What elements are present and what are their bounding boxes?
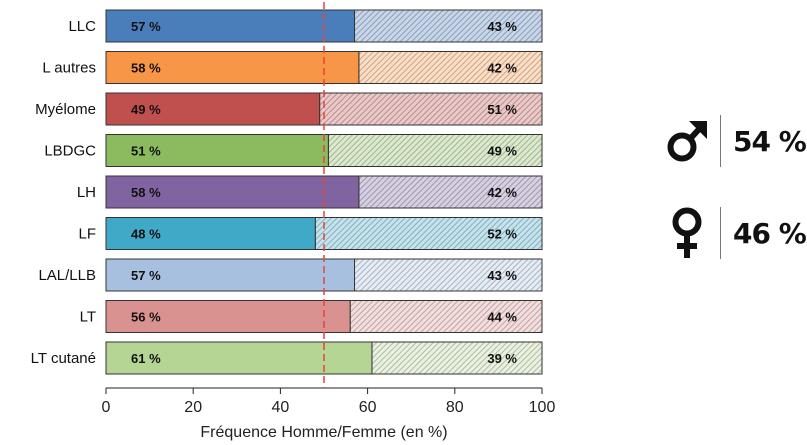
x-axis: 0 20 40 60 80 100 xyxy=(102,387,556,416)
legend-female: 46 % xyxy=(664,206,807,260)
x-tick-label: 60 xyxy=(359,399,377,416)
bar-hatch-overlay xyxy=(354,10,542,42)
data-label-female: 44 % xyxy=(487,310,517,325)
x-tick-label: 80 xyxy=(446,399,464,416)
legend-separator xyxy=(720,207,721,259)
data-label-male: 48 % xyxy=(131,227,161,242)
category-label: LBDGC xyxy=(44,143,96,160)
bar-hatch-overlay xyxy=(328,134,542,167)
category-label: LT cutané xyxy=(31,350,96,367)
category-label: LLC xyxy=(68,18,96,35)
bar-hatch-overlay xyxy=(354,259,542,291)
bar-segment-male xyxy=(105,341,373,375)
bar-segment-male xyxy=(105,51,360,84)
data-label-female: 51 % xyxy=(487,102,517,117)
bar-hatch-overlay xyxy=(315,217,542,250)
data-label-male: 58 % xyxy=(131,185,161,200)
bar-segment-male xyxy=(105,9,356,43)
data-label-female: 39 % xyxy=(487,351,517,366)
bar-segment-male xyxy=(105,300,351,333)
category-label: LAL/LLB xyxy=(38,267,96,284)
data-label-male: 51 % xyxy=(131,144,161,159)
category-label: L autres xyxy=(42,60,96,77)
bar-segment-male xyxy=(105,217,316,250)
bar-segment-male xyxy=(105,134,329,167)
x-axis-title: Fréquence Homme/Femme (en %) xyxy=(200,424,447,441)
data-label-female: 42 % xyxy=(487,185,517,200)
category-labels: LLC L autres Myélome LBDGC LH LF LAL/LLB LT LT c… xyxy=(31,18,96,367)
bar-hatch-overlay xyxy=(358,176,542,208)
bar-hatch-overlay xyxy=(319,93,542,125)
data-label-male: 57 % xyxy=(131,268,161,283)
bar-segment-male xyxy=(105,258,356,292)
female-percentage: 46 % xyxy=(733,216,807,250)
bar-hatch-overlay xyxy=(358,51,542,84)
bar-hatch-overlay xyxy=(350,300,542,333)
male-symbol-icon xyxy=(664,117,710,165)
female-symbol-icon xyxy=(664,206,710,260)
data-label-female: 42 % xyxy=(487,61,517,76)
data-label-female: 52 % xyxy=(487,227,517,242)
data-label-female: 49 % xyxy=(487,144,517,159)
male-percentage: 54 % xyxy=(733,124,807,158)
bar-segment-male xyxy=(105,175,360,209)
x-tick-label: 0 xyxy=(102,399,111,416)
data-label-male: 61 % xyxy=(131,351,161,366)
legend-separator xyxy=(720,115,721,167)
stacked-bar-chart: 57 % 43 % 58 % 42 % 49 % 51 % 51 % 49 % 58 % 42 %… xyxy=(31,2,556,441)
x-tick-label: 20 xyxy=(184,399,202,416)
x-tick-label: 100 xyxy=(529,399,556,416)
data-label-male: 57 % xyxy=(131,19,161,34)
data-label-male: 56 % xyxy=(131,310,161,325)
category-label: Myélome xyxy=(35,101,96,118)
data-label-male: 49 % xyxy=(131,102,161,117)
bar-hatch-overlay xyxy=(371,342,542,374)
category-label: LF xyxy=(78,226,96,243)
data-label-male: 58 % xyxy=(131,61,161,76)
data-label-female: 43 % xyxy=(487,19,517,34)
legend-male: 54 % xyxy=(664,115,807,167)
x-tick-label: 40 xyxy=(272,399,290,416)
data-label-female: 43 % xyxy=(487,268,517,283)
bar-segment-male xyxy=(105,92,321,126)
bars-group: 57 % 43 % 58 % 42 % 49 % 51 % 51 % 49 % 58 % 42 %… xyxy=(105,9,543,375)
category-label: LT xyxy=(80,309,96,326)
category-label: LH xyxy=(77,184,96,201)
